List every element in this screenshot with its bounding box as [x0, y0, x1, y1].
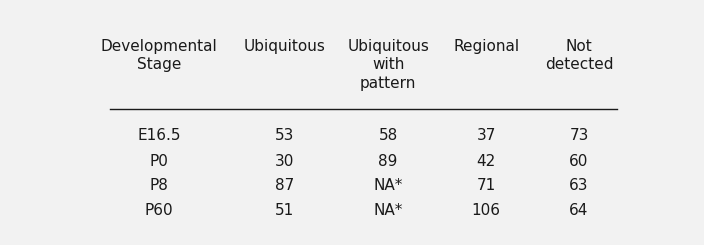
Text: 106: 106 — [472, 203, 501, 218]
Text: 53: 53 — [275, 128, 294, 143]
Text: Ubiquitous: Ubiquitous — [244, 39, 325, 54]
Text: 71: 71 — [477, 178, 496, 194]
Text: Regional: Regional — [453, 39, 520, 54]
Text: 42: 42 — [477, 154, 496, 169]
Text: 64: 64 — [570, 203, 589, 218]
Text: 51: 51 — [275, 203, 294, 218]
Text: 89: 89 — [378, 154, 398, 169]
Text: 60: 60 — [570, 154, 589, 169]
Text: P0: P0 — [149, 154, 168, 169]
Text: 58: 58 — [379, 128, 398, 143]
Text: Ubiquitous
with
pattern: Ubiquitous with pattern — [347, 39, 429, 91]
Text: Not
detected: Not detected — [545, 39, 613, 73]
Text: E16.5: E16.5 — [137, 128, 181, 143]
Text: 37: 37 — [477, 128, 496, 143]
Text: 87: 87 — [275, 178, 294, 194]
Text: P60: P60 — [144, 203, 173, 218]
Text: 30: 30 — [275, 154, 294, 169]
Text: 63: 63 — [570, 178, 589, 194]
Text: 73: 73 — [570, 128, 589, 143]
Text: NA*: NA* — [373, 178, 403, 194]
Text: NA*: NA* — [373, 203, 403, 218]
Text: P8: P8 — [149, 178, 168, 194]
Text: Developmental
Stage: Developmental Stage — [101, 39, 218, 73]
